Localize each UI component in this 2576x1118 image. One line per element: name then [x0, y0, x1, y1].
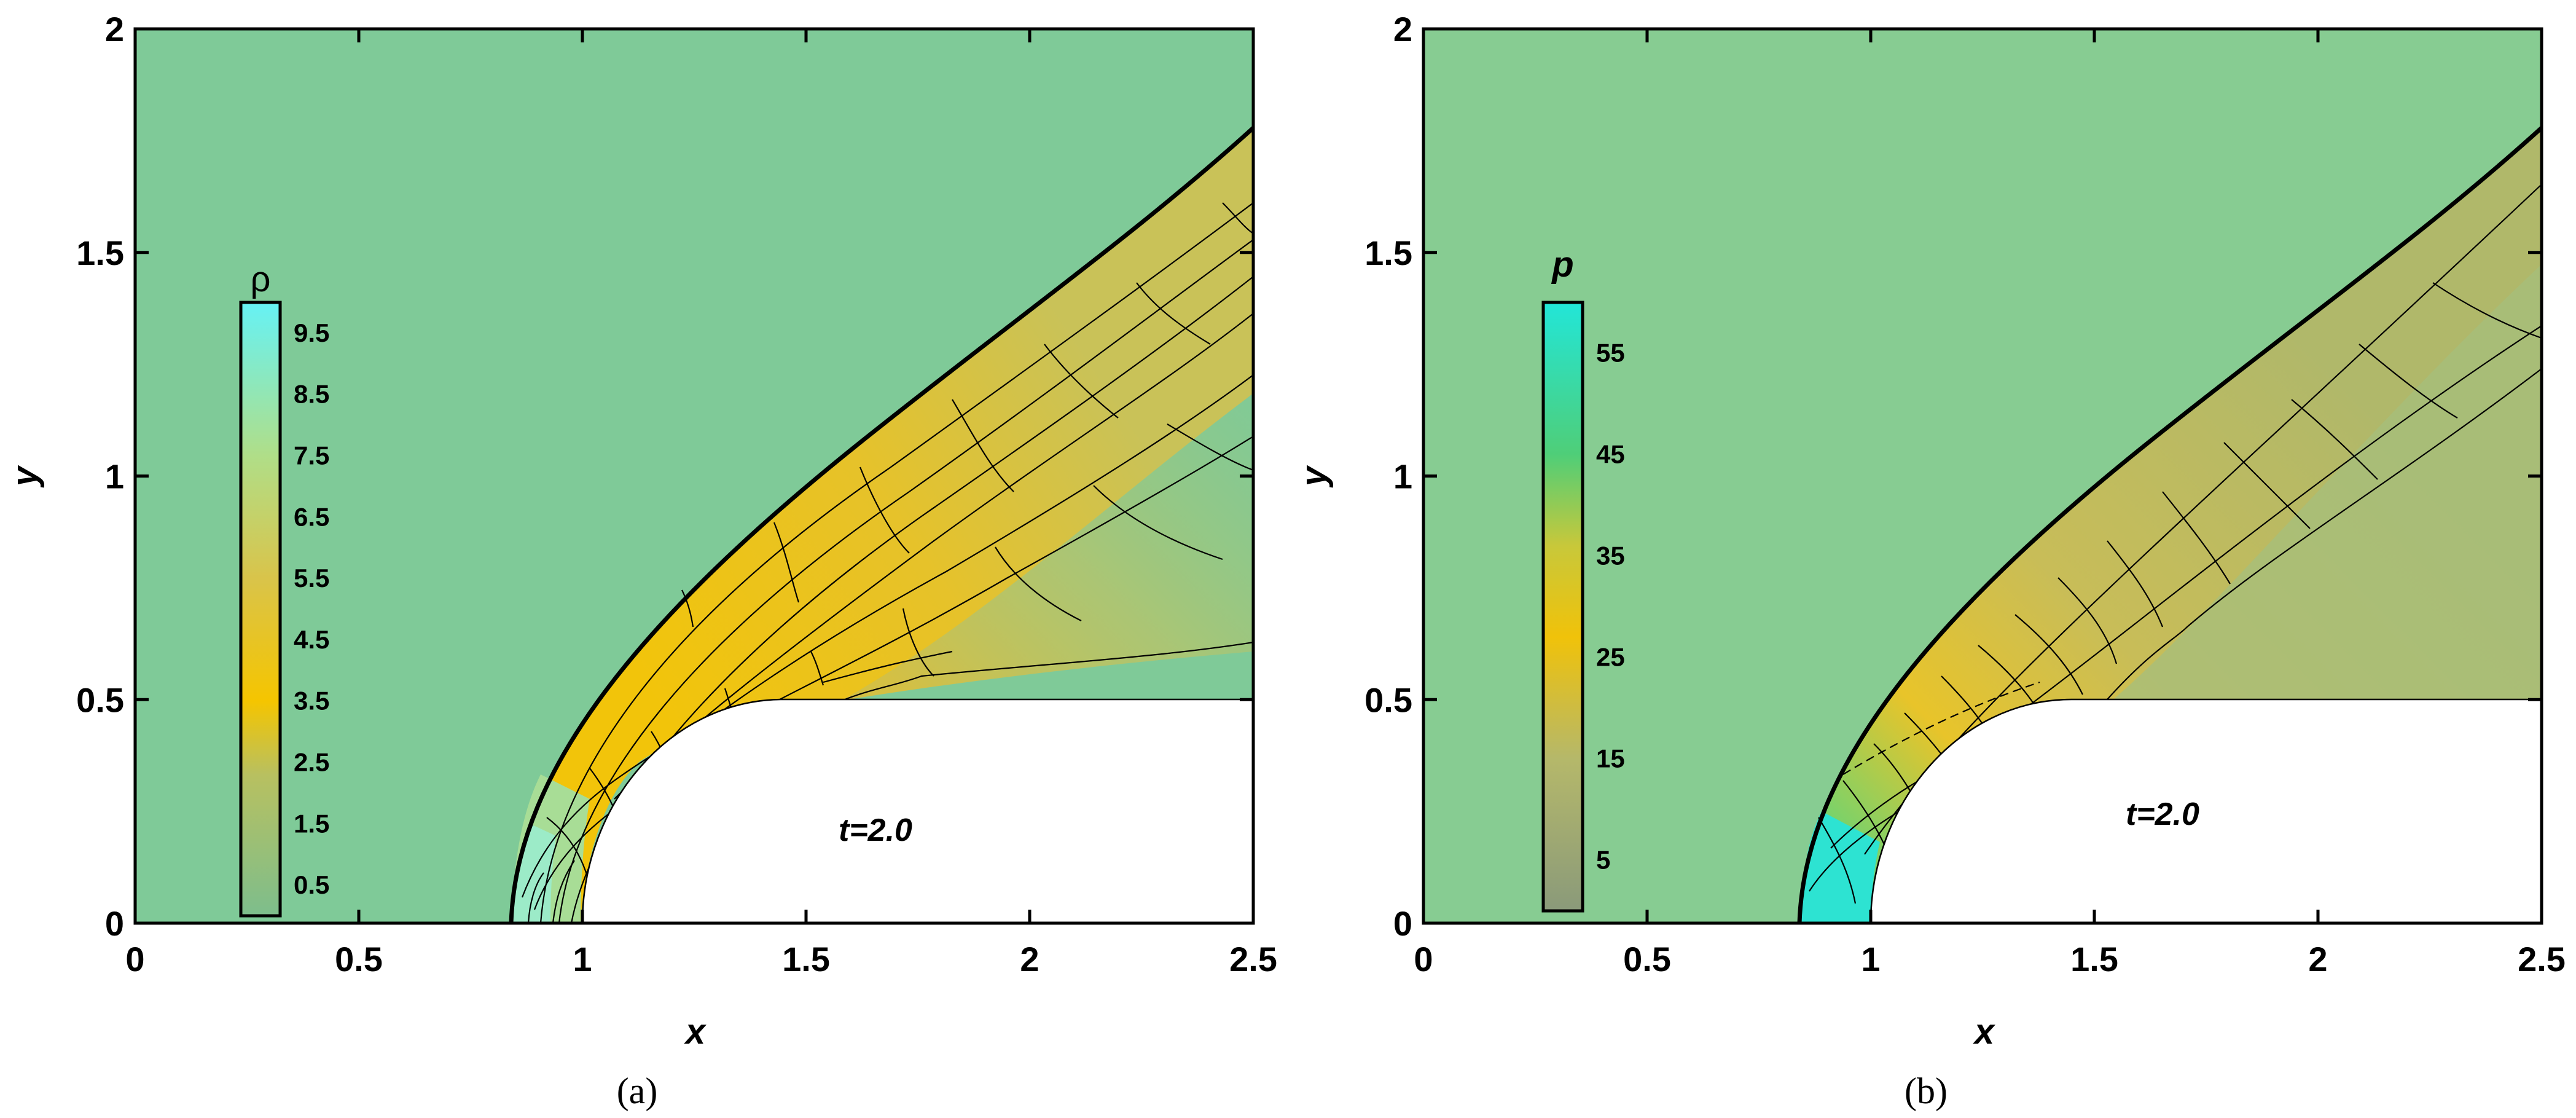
y-tick-label: 0.5: [76, 680, 124, 719]
y-tick-label: 0: [105, 904, 124, 943]
y-axis-label-a: y: [5, 465, 45, 488]
colorbar-label: 55: [1596, 339, 1625, 368]
colorbar-label: 25: [1596, 643, 1625, 672]
y-tick-label: 1.5: [1364, 234, 1412, 272]
y-tick-label: 1: [105, 457, 124, 496]
bow-shock-a: [509, 126, 1253, 923]
colorbar-b-labels: 55 45 35 25 15 5: [1596, 339, 1625, 875]
colorbar-label: 35: [1596, 541, 1625, 570]
time-annotation-a: t=2.0: [839, 813, 912, 848]
colorbar-a-title: ρ: [251, 259, 271, 299]
panel-b: 0 0.5 1 1.5 2 2.5 0 0.5 1 1.5 2 x y (b) t=2.0 p 5…: [1294, 10, 2566, 1111]
x-axis-label-b: x: [1973, 1012, 1996, 1052]
colorbar-label: 5: [1596, 846, 1610, 875]
panel-label-a: (a): [617, 1071, 658, 1111]
colorbar-label: 4.5: [294, 625, 329, 654]
colorbar-label: 7.5: [294, 441, 329, 470]
x-tick-label: 1: [1861, 940, 1880, 978]
y-tick-label: 2: [105, 10, 124, 49]
panel-a: 0 0.5 1 1.5 2 2.5 0 0.5 1 1.5 2 x y (a) t=2.0 ρ 9…: [5, 10, 1277, 1111]
ytick-labels-a: 0 0.5 1 1.5 2: [76, 10, 124, 943]
colorbar-label: 0.5: [294, 870, 329, 899]
x-tick-label: 0.5: [1623, 940, 1671, 978]
x-axis-label-a: x: [684, 1012, 707, 1052]
colorbar-label: 3.5: [294, 687, 329, 715]
colorbar-label: 15: [1596, 744, 1625, 773]
flow-field-a: [509, 126, 1253, 923]
colorbar-a: ρ 9.5 8.5 7.5 6.5 5.5 4.5 3.5 2.5 1.5 0.5: [239, 259, 329, 918]
x-tick-label: 2.5: [2518, 940, 2566, 978]
x-tick-label: 0.5: [335, 940, 383, 978]
y-axis-label-b: y: [1294, 465, 1334, 488]
y-tick-label: 0: [1393, 904, 1412, 943]
ticks-b: [1422, 27, 2543, 925]
x-tick-label: 2.5: [1229, 940, 1277, 978]
colorbar-label: 9.5: [294, 318, 329, 347]
y-tick-label: 2: [1393, 10, 1412, 49]
x-tick-label: 1: [573, 940, 592, 978]
wake-region-a: [842, 393, 1253, 701]
y-tick-label: 0.5: [1364, 680, 1412, 719]
time-annotation-b: t=2.0: [2126, 797, 2199, 832]
panel-label-b: (b): [1905, 1071, 1948, 1111]
colorbar-a-bar: [239, 301, 282, 918]
colorbar-b-bar: [1541, 301, 1584, 913]
x-tick-label: 0: [1414, 940, 1433, 978]
bow-shock-b: [1797, 126, 2542, 923]
x-tick-label: 2: [1020, 940, 1039, 978]
colorbar-label: 2.5: [294, 748, 329, 777]
obstacle-a: [581, 698, 1253, 923]
shock-layer-b: [1799, 128, 2542, 923]
colorbar-label: 8.5: [294, 380, 329, 409]
wake-region-b: [2113, 264, 2542, 699]
x-tick-label: 2: [2308, 940, 2327, 978]
obstacle-b: [1869, 698, 2542, 923]
x-tick-label: 1.5: [782, 940, 830, 978]
flow-field-b: [1797, 126, 2542, 923]
xtick-labels-b: 0 0.5 1 1.5 2 2.5: [1414, 940, 2566, 978]
ytick-labels-b: 0 0.5 1 1.5 2: [1364, 10, 1412, 943]
ticks-a: [133, 27, 1255, 925]
x-tick-label: 1.5: [2070, 940, 2118, 978]
colorbar-label: 6.5: [294, 502, 329, 531]
x-tick-label: 0: [125, 940, 144, 978]
y-tick-label: 1.5: [76, 234, 124, 272]
colorbar-a-labels: 9.5 8.5 7.5 6.5 5.5 4.5 3.5 2.5 1.5 0.5: [294, 318, 329, 899]
colorbar-label: 1.5: [294, 809, 329, 838]
colorbar-label: 45: [1596, 440, 1625, 469]
xtick-labels-a: 0 0.5 1 1.5 2 2.5: [125, 940, 1277, 978]
colorbar-b-title: p: [1551, 245, 1573, 285]
colorbar-b: p 55 45 35 25 15 5: [1541, 245, 1625, 913]
y-tick-label: 1: [1393, 457, 1412, 496]
colorbar-label: 5.5: [294, 564, 329, 592]
